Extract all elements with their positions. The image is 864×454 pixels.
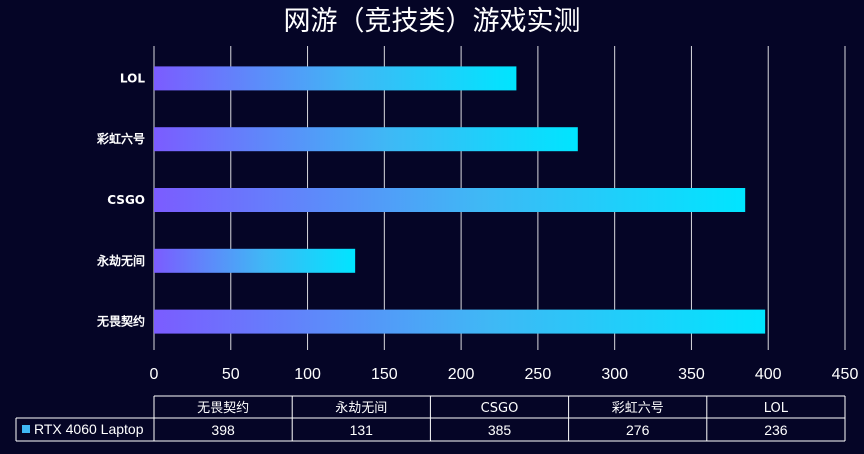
- x-tick-label: 450: [832, 366, 859, 383]
- table-value: 131: [350, 422, 374, 438]
- table-value: 276: [626, 422, 650, 438]
- x-tick-label: 50: [222, 366, 240, 383]
- bar: [154, 248, 356, 273]
- x-tick-label: 100: [294, 366, 321, 383]
- category-label: LOL: [120, 71, 145, 85]
- x-tick-label: 350: [678, 366, 705, 383]
- table-value: 385: [488, 422, 512, 438]
- bar: [154, 127, 578, 152]
- bars: [154, 66, 766, 334]
- category-label: 无畏契约: [96, 314, 145, 329]
- table-header: CSGO: [481, 401, 519, 416]
- table-value: 398: [211, 422, 235, 438]
- table-header: 永劫无间: [335, 401, 387, 416]
- table-header: LOL: [764, 401, 789, 416]
- table-row-label: RTX 4060 Laptop: [34, 421, 144, 437]
- chart-title: 网游（竞技类）游戏实测: [284, 6, 581, 37]
- legend-swatch: [22, 425, 30, 433]
- x-tick-label: 150: [371, 366, 398, 383]
- category-label: CSGO: [107, 193, 145, 207]
- bar: [154, 309, 766, 334]
- x-tick-label: 300: [601, 366, 628, 383]
- x-tick-label: 200: [448, 366, 475, 383]
- category-label: 永劫无间: [96, 253, 145, 268]
- table-header: 彩虹六号: [612, 401, 664, 416]
- x-tick-label: 250: [525, 366, 552, 383]
- bar: [154, 188, 746, 212]
- x-axis-ticks: 0 50 100 150 200 250 300 350 400 450: [150, 366, 859, 383]
- bar: [154, 66, 517, 91]
- data-table: 无畏契约 398 永劫无间 131 CSGO 385 彩虹六号 276 LOL 236 RTX 40…: [15, 395, 846, 442]
- table-value: 236: [764, 422, 788, 438]
- category-label: 彩虹六号: [96, 131, 145, 146]
- x-tick-label: 400: [755, 366, 782, 383]
- table-header: 无畏契约: [197, 401, 249, 416]
- x-tick-label: 0: [150, 366, 159, 383]
